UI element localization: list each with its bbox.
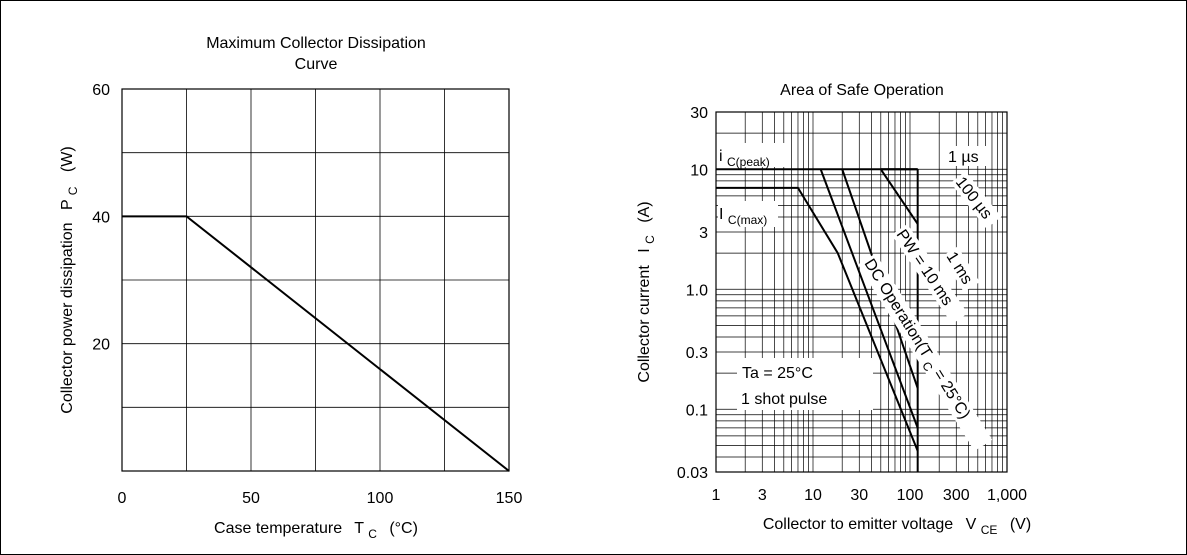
chart2-tick-labels: 1 3 10 30 100 300 1,000 30 10 3 1.0 0.3 0.1 0.03 — [677, 105, 1027, 504]
chart1-dissipation-curve — [122, 215, 510, 472]
chart1-y-tick-label: 40 — [92, 209, 110, 226]
chart2-x-tick-label: 300 — [943, 487, 970, 504]
chart2-series-line — [716, 186, 919, 452]
chart1-y-tick-label: 60 — [92, 82, 110, 99]
chart1-xlabel-symbol: T — [354, 520, 364, 537]
chart1-x-axis-label: Case temperature T C (°C) — [214, 520, 418, 542]
chart2-ylabel-symbol: I — [636, 248, 653, 252]
chart2-ylabel-text: Collector current — [636, 265, 653, 383]
chart2-y-tick-label: 3 — [699, 225, 708, 242]
chart2-xlabel-sub: CE — [981, 523, 998, 537]
chart2-note-bg — [737, 358, 873, 410]
chart1-title-line2: Curve — [295, 56, 338, 73]
chart2-plot-border — [715, 111, 1008, 473]
chart2-series-line — [819, 168, 919, 429]
chart2-y-tick-label: 0.03 — [677, 465, 708, 482]
chart1-xlabel-unit: (°C) — [389, 520, 418, 537]
chart2-ic-max-sub: C(max) — [728, 213, 767, 227]
chart2-ic-peak-sub: C(peak) — [727, 155, 770, 169]
chart2-ic-max-label: I C(max) — [719, 206, 767, 227]
chart2-ic-max-main: I — [719, 206, 723, 223]
chart1-ylabel-sub: C — [66, 186, 80, 195]
chart2-x-tick-label: 100 — [897, 487, 924, 504]
chart2-1us-label: 1 µs — [948, 149, 979, 166]
chart2-10ms-bg — [891, 223, 968, 325]
chart1-y-axis-label: Collector power dissipation P C (W) — [59, 146, 81, 413]
chart2-100us-bg — [950, 171, 1002, 229]
chart2-ic-max-bg — [718, 201, 778, 227]
chart1-ylabel-text: Collector power dissipation — [59, 222, 76, 413]
chart2-xlabel-unit: (V) — [1010, 516, 1031, 533]
chart1-ylabel-symbol: P — [59, 200, 76, 210]
chart1-plot-border — [121, 88, 510, 472]
chart1-ylabel-unit: (W) — [59, 146, 76, 172]
chart2-y-tick-label: 10 — [690, 162, 708, 179]
chart1-x-tick-label: 100 — [367, 490, 394, 507]
chart2-x-tick-label: 1 — [712, 487, 721, 504]
chart1-grid — [122, 89, 509, 471]
chart2-x-tick-label: 30 — [850, 487, 868, 504]
chart2-ylabel-unit: (A) — [636, 201, 653, 222]
chart1-tick-labels: 0 50 100 150 20 40 60 — [92, 82, 522, 507]
chart2-note-shot: 1 shot pulse — [741, 391, 827, 408]
chart2-y-tick-label: 0.1 — [686, 402, 708, 419]
chart2-1us-bg — [945, 146, 991, 166]
chart2-xlabel-symbol: V — [966, 516, 977, 533]
chart2-note-ta: Ta = 25°C — [742, 365, 813, 382]
chart2-y-axis-label: Collector current I C (A) — [636, 201, 658, 382]
chart1-y-tick-label: 20 — [92, 337, 110, 354]
chart1-xlabel-text: Case temperature — [214, 520, 342, 537]
chart2-x-tick-label: 10 — [804, 487, 822, 504]
chart2-series-line — [879, 168, 919, 225]
chart2-ic-peak-main: i — [719, 148, 723, 165]
chart1-xlabel-sub: C — [368, 527, 377, 541]
chart2-x-tick-label: 1,000 — [987, 487, 1027, 504]
chart1-x-tick-label: 50 — [242, 490, 260, 507]
chart2-ic-peak-bg — [718, 143, 786, 167]
chart2-x-tick-label: 3 — [758, 487, 767, 504]
chart1-x-tick-label: 0 — [118, 490, 127, 507]
chart1-title-line1: Maximum Collector Dissipation — [206, 35, 426, 52]
chart2-xlabel-text: Collector to emitter voltage — [763, 516, 953, 533]
chart2-dc-sub: C — [919, 359, 936, 374]
chart2-ic-peak-label: i C(peak) — [719, 148, 770, 169]
chart2-title: Area of Safe Operation — [780, 82, 944, 99]
chart2-y-tick-label: 0.3 — [686, 345, 708, 362]
chart2-x-axis-label: Collector to emitter voltage V CE (V) — [763, 516, 1031, 538]
chart2-y-tick-label: 30 — [690, 105, 708, 122]
chart1-x-tick-label: 150 — [496, 490, 523, 507]
chart2-ylabel-sub: C — [643, 235, 657, 244]
chart2-1ms-bg — [941, 246, 980, 293]
chart2-y-tick-label: 1.0 — [686, 282, 708, 299]
chart2-dc-bg — [857, 253, 993, 452]
